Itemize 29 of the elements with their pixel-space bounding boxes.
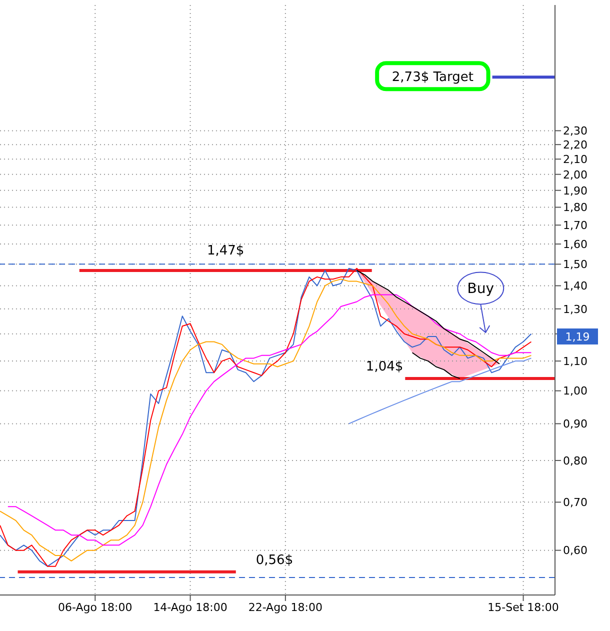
y-tick-label: 0,70 xyxy=(563,496,588,510)
y-tick-label: 1,80 xyxy=(563,201,588,214)
ref-line-label: 2,73$ Target xyxy=(392,70,474,86)
y-tick-label: 2,00 xyxy=(563,168,588,182)
ref-line-label: 0,56$ xyxy=(256,552,294,568)
annotation: Buy xyxy=(467,281,494,298)
y-tick-label: 0,60 xyxy=(563,544,588,558)
y-tick-label: 1,40 xyxy=(563,280,588,293)
x-tick-label: 22-Ago 18:00 xyxy=(248,600,323,614)
y-tick-label: 2,10 xyxy=(563,153,588,166)
y-tick-label: 1,00 xyxy=(563,384,588,398)
ref-line-label: 1,47$ xyxy=(207,243,244,258)
line-series xyxy=(412,352,460,380)
y-tick-label: 2,20 xyxy=(563,138,588,152)
x-tick-label: 15-Set 18:00 xyxy=(488,600,559,614)
x-tick-label: 14-Ago 18:00 xyxy=(153,600,228,614)
y-tick-label: 1,70 xyxy=(563,219,588,232)
annotation: 1,19 xyxy=(565,330,590,344)
y-tick-label: 0,90 xyxy=(563,418,588,431)
ref-line-label: 1,04$ xyxy=(366,360,404,375)
x-tick-label: 06-Ago 18:00 xyxy=(58,600,132,614)
y-tick-label: 1,30 xyxy=(563,302,588,316)
y-tick-label: 1,10 xyxy=(563,354,588,368)
y-tick-label: 0,80 xyxy=(563,454,588,468)
y-tick-label: 1,90 xyxy=(563,184,588,198)
y-tick-label: 1,60 xyxy=(563,238,588,251)
line-series xyxy=(348,358,532,424)
y-tick-label: 1,50 xyxy=(563,258,588,272)
y-tick-label: 2,30 xyxy=(563,124,588,138)
